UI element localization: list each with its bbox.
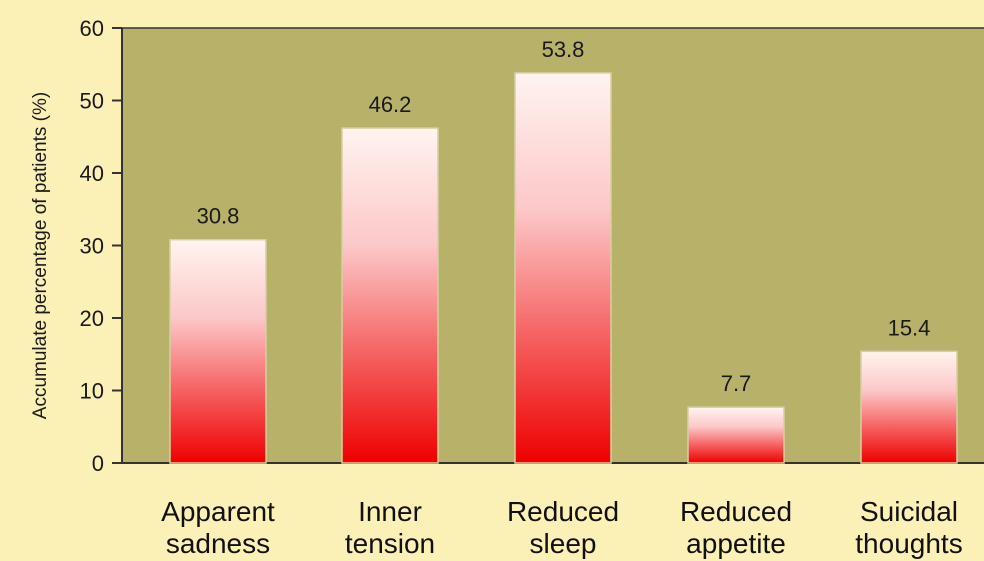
y-tick-label: 50: [80, 89, 104, 114]
y-axis-title: Accumulate percentage of patients (%): [30, 92, 51, 419]
x-category-label: Inner: [358, 496, 422, 527]
data-label: 53.8: [542, 37, 585, 62]
data-label: 30.8: [197, 204, 240, 229]
bar: [169, 238, 267, 464]
data-label: 15.4: [888, 315, 931, 340]
x-category-label: Apparent: [161, 496, 275, 527]
y-tick-label: 60: [80, 16, 104, 41]
y-tick-label: 10: [80, 379, 104, 404]
x-category-label: Suicidal: [860, 496, 958, 527]
x-category-label: Reduced: [680, 496, 792, 527]
data-label: 7.7: [721, 371, 752, 396]
x-category-label: thoughts: [855, 528, 962, 559]
x-category-label: tension: [345, 528, 435, 559]
x-category-label: sadness: [166, 528, 270, 559]
y-tick-label: 40: [80, 161, 104, 186]
y-tick-label: 0: [92, 451, 104, 476]
bar: [860, 350, 958, 464]
y-tick-label: 30: [80, 234, 104, 259]
x-category-label: Reduced: [507, 496, 619, 527]
plot-layer: 0 10 20 30 40 50 60 Accumulate percentage of pa…: [30, 16, 984, 559]
y-tick-label: 20: [80, 306, 104, 331]
bar: [514, 72, 612, 464]
data-label: 46.2: [369, 92, 412, 117]
x-category-label: appetite: [686, 528, 786, 559]
bar: [687, 406, 785, 464]
bar: [341, 127, 439, 464]
x-category-label: sleep: [530, 528, 597, 559]
